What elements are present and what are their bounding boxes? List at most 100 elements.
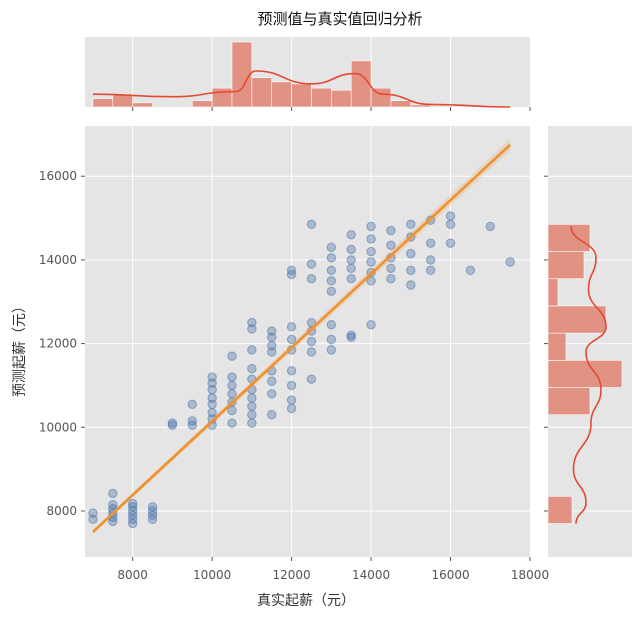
scatter-point [306,347,317,357]
x-tick-label: 10000 [193,568,231,582]
scatter-point [187,399,197,409]
scatter-point [306,317,317,328]
scatter-point [108,488,118,499]
scatter-point [267,376,277,386]
scatter-point [346,255,356,265]
scatter-point [326,253,337,263]
scatter-point [306,219,317,230]
scatter-point [346,274,356,284]
right-hist-bar [547,496,573,524]
scatter-point [88,508,98,518]
right-hist-bar [547,305,607,334]
scatter-point [147,502,158,512]
scatter-point [346,330,356,340]
top-hist-bar [350,60,372,108]
scatter-point [108,499,118,510]
top-hist-bar [291,83,312,108]
scatter-point [346,244,356,255]
x-axis-ticks: 8000 10000 12000 14000 16000 18000 [117,107,549,582]
top-hist-bar [132,102,153,108]
x-tick-label: 18000 [511,568,549,582]
y-tick-label: 16000 [39,169,77,183]
right-kde-curve [570,226,607,524]
scatter-point [406,219,416,230]
scatter-point [425,238,436,248]
top-hist-bar [251,77,273,108]
scatter-point [445,238,456,248]
scatter-point [485,221,495,232]
scatter-point [326,345,337,355]
scatter-point [326,242,337,253]
top-hist-bar [271,81,292,108]
scatter-point [465,265,476,276]
scatter-point [425,265,436,276]
right-hist-bar [547,360,623,388]
scatter-point [406,265,416,276]
top-hist-bar [112,94,133,108]
scatter-point [127,502,138,512]
scatter-point [127,498,138,509]
scatter-points [88,211,515,529]
scatter-point [386,263,396,273]
main-gridlines [85,126,530,557]
scatter-point [326,265,337,276]
y-tick-label: 12000 [39,337,77,351]
scatter-point [207,393,217,403]
scatter-point [286,380,297,391]
scatter-point [187,416,197,426]
right-marginal-histogram [547,224,623,524]
scatter-point [505,257,515,267]
x-tick-label: 12000 [273,568,311,582]
right-hist-bar [547,224,591,252]
scatter-point [227,418,237,428]
top-hist-bar [390,100,412,108]
scatter-point [445,219,456,230]
y-tick-label: 8000 [46,504,77,518]
top-hist-bar [410,104,431,108]
scatter-point [286,265,297,276]
scatter-point [445,211,456,221]
scatter-point [227,372,237,382]
scatter-point [247,363,257,374]
y-tick-label: 10000 [39,420,77,434]
scatter-point [346,263,356,273]
scatter-point [306,259,317,269]
scatter-point [227,380,237,391]
scatter-point [306,336,317,347]
x-tick-label: 16000 [431,568,469,582]
scatter-point [366,246,376,257]
scatter-point [425,255,436,265]
scatter-point [366,320,376,330]
scatter-point [386,225,396,236]
scatter-point [207,372,217,382]
x-tick-label: 8000 [117,568,148,582]
scatter-point [227,351,237,361]
scatter-point [247,345,257,355]
x-tick-label: 14000 [352,568,390,582]
scatter-point [267,326,277,336]
scatter-point [286,322,297,332]
scatter-point [386,240,396,250]
scatter-point [286,395,297,405]
scatter-point [247,410,257,420]
y-axis-ticks: 8000 10000 12000 14000 16000 [39,169,548,518]
regression-line [92,138,512,534]
regression-fit-line [92,143,512,533]
scatter-point [386,274,396,284]
scatter-point [366,221,376,232]
right-hist-bar [547,387,591,416]
top-hist-bar [191,100,213,108]
scatter-point [366,257,376,267]
y-axis-label: 预测起薪（元） [12,299,28,397]
right-hist-bar [547,251,585,280]
scatter-point [286,334,297,345]
scatter-point [247,418,257,428]
chart-title: 预测值与真实值回归分析 [257,10,422,28]
right-hist-bar [547,278,559,307]
top-marginal-kde [92,70,511,108]
scatter-point [267,340,277,351]
scatter-point [346,230,356,240]
scatter-point [267,410,277,420]
